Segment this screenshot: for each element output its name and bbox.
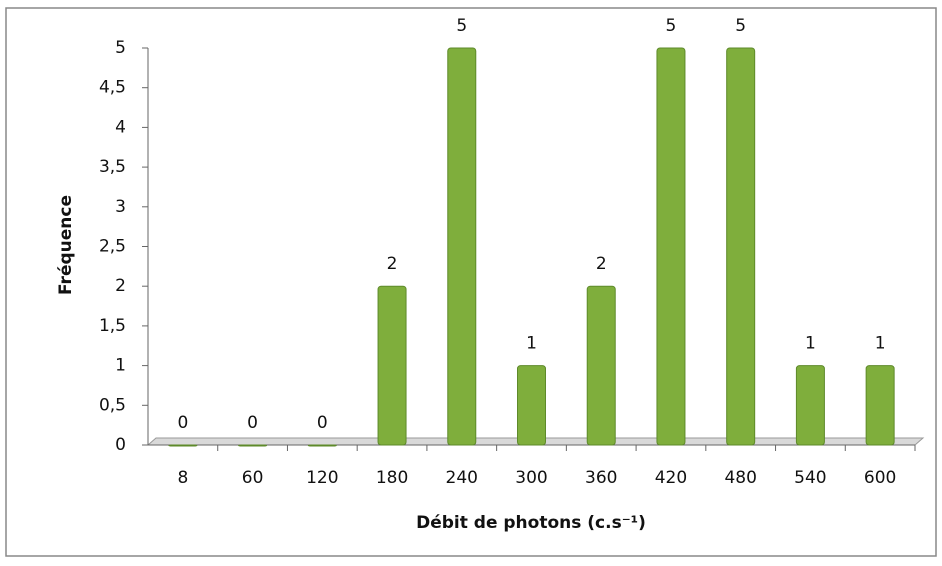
bar (447, 47, 477, 446)
x-tick-label: 60 (242, 468, 264, 488)
bar (726, 47, 756, 446)
y-tick-label: 0 (115, 435, 126, 455)
data-label: 1 (526, 334, 537, 354)
y-tick-label: 2,5 (99, 237, 126, 257)
y-tick-label: 3 (115, 197, 126, 217)
bar (656, 47, 686, 446)
y-axis-title: Fréquence (56, 195, 76, 295)
x-tick-label: 600 (864, 468, 896, 488)
x-tick-label: 8 (177, 468, 188, 488)
bar (377, 285, 407, 446)
bar (517, 365, 546, 446)
data-label: 5 (735, 16, 746, 36)
y-tick-label: 4,5 (99, 78, 126, 98)
x-tick-label: 180 (376, 468, 408, 488)
bar (238, 444, 268, 447)
data-label: 1 (805, 334, 816, 354)
data-label: 2 (596, 254, 607, 274)
x-tick-label: 120 (306, 468, 338, 488)
y-tick-label: 0,5 (99, 395, 126, 415)
x-axis-title: Débit de photons (c.s⁻¹) (416, 513, 646, 533)
bar (307, 444, 337, 447)
y-tick-label: 4 (115, 117, 126, 137)
y-tick-label: 1 (115, 356, 126, 376)
y-tick-label: 1,5 (99, 316, 126, 336)
x-tick-label: 540 (794, 468, 826, 488)
y-tick-label: 3,5 (99, 157, 126, 177)
bar (586, 285, 616, 446)
y-tick-label: 5 (115, 38, 126, 58)
data-label: 5 (456, 16, 467, 36)
x-tick-label: 420 (655, 468, 687, 488)
x-tick-label: 300 (515, 468, 547, 488)
data-label: 2 (387, 254, 398, 274)
x-tick-label: 240 (446, 468, 478, 488)
bar (865, 365, 895, 446)
x-tick-label: 360 (585, 468, 617, 488)
data-label: 5 (666, 16, 677, 36)
data-label: 0 (177, 413, 188, 433)
bar (795, 365, 825, 446)
x-tick-label: 480 (724, 468, 756, 488)
data-label: 1 (875, 334, 886, 354)
data-label: 0 (247, 413, 258, 433)
y-tick-label: 2 (115, 276, 126, 296)
data-label: 0 (317, 413, 328, 433)
bar (168, 444, 198, 447)
